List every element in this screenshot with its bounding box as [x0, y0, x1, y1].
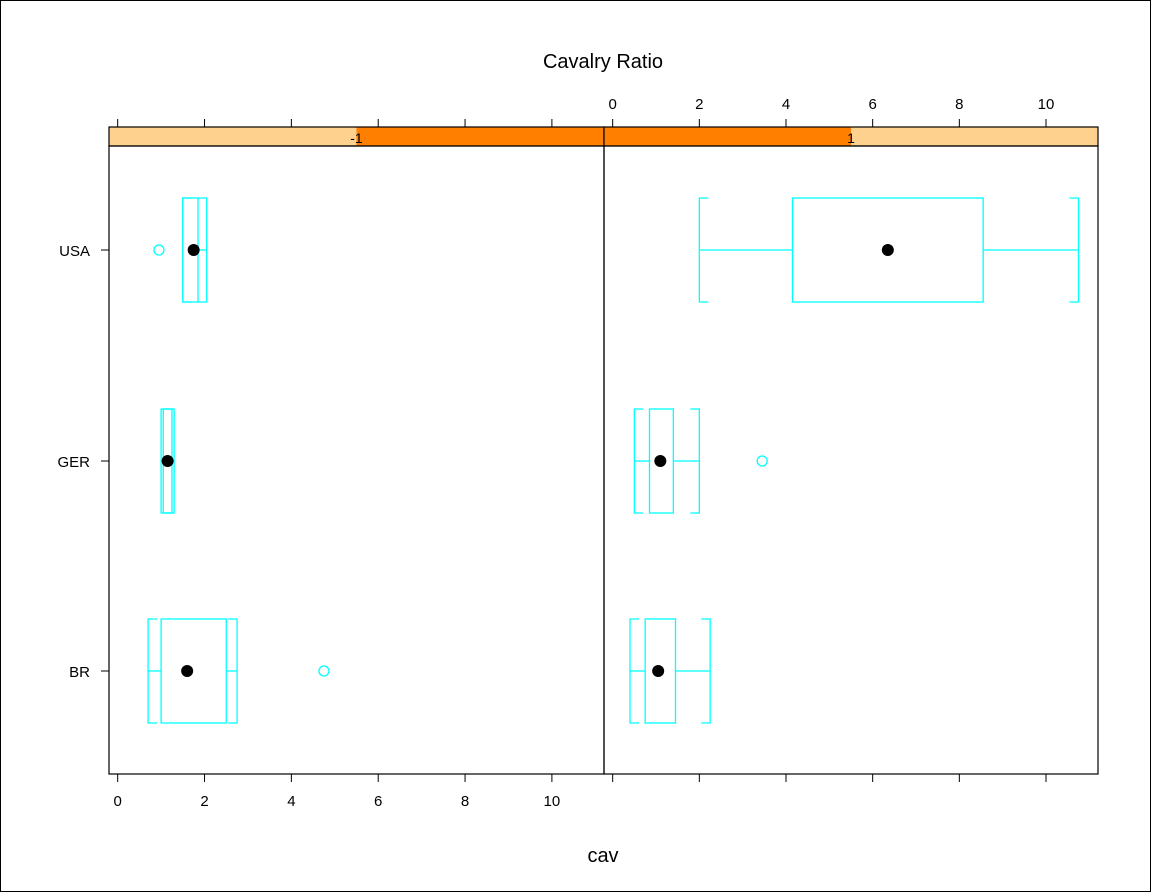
whisker-cap-high-usa — [1069, 197, 1080, 303]
whisker-cap-low-br — [147, 618, 158, 724]
x-tick-label-top: 2 — [695, 96, 703, 113]
outlier-point — [318, 665, 330, 677]
whisker-cap-low-br — [629, 618, 639, 724]
x-tick-label-bottom: 6 — [374, 793, 382, 810]
x-tick-label-top: 4 — [782, 96, 790, 113]
strip-shingle-level-2 — [851, 127, 1098, 146]
box-br — [160, 618, 227, 724]
median-dot-ger — [161, 455, 174, 467]
strip-label-1: -1 — [350, 130, 363, 146]
median-dot-ger — [654, 455, 667, 467]
x-tick-label-bottom: 8 — [461, 793, 469, 810]
median-dot-usa — [881, 244, 894, 256]
strip-shingle-level-1 — [109, 127, 357, 146]
x-axis-label: cav — [587, 845, 618, 867]
whisker-cap-high-br — [701, 618, 711, 724]
median-dot-br — [652, 665, 665, 677]
x-tick-label-bottom: 2 — [200, 793, 208, 810]
outlier-point — [153, 244, 165, 256]
whisker-cap-high-ger — [165, 408, 175, 514]
x-tick-label-bottom: 10 — [544, 793, 561, 810]
whisker-cap-low-ger — [633, 408, 644, 514]
whisker-cap-low-usa — [182, 197, 192, 303]
x-tick-label-top: 0 — [608, 96, 616, 113]
x-tick-label-bottom: 4 — [287, 793, 295, 810]
x-tick-label-top: 10 — [1038, 96, 1055, 113]
outlier-point — [756, 455, 768, 467]
x-tick-label-top: 6 — [868, 96, 876, 113]
y-tick-label: USA — [59, 243, 90, 260]
chart-title: Cavalry Ratio — [543, 51, 663, 73]
x-tick-label-bottom: 0 — [114, 793, 122, 810]
strip-label-2: 1 — [847, 130, 855, 146]
median-dot-br — [181, 665, 194, 677]
whisker-cap-high-usa — [197, 197, 208, 303]
panel-border-2 — [603, 145, 1099, 775]
y-tick-label: BR — [69, 664, 90, 681]
whisker-cap-high-br — [228, 618, 238, 724]
y-tick-label: GER — [57, 454, 90, 471]
median-dot-usa — [187, 244, 200, 256]
x-tick-label-top: 8 — [955, 96, 963, 113]
whisker-cap-high-ger — [690, 408, 700, 514]
whisker-cap-low-usa — [698, 197, 709, 303]
